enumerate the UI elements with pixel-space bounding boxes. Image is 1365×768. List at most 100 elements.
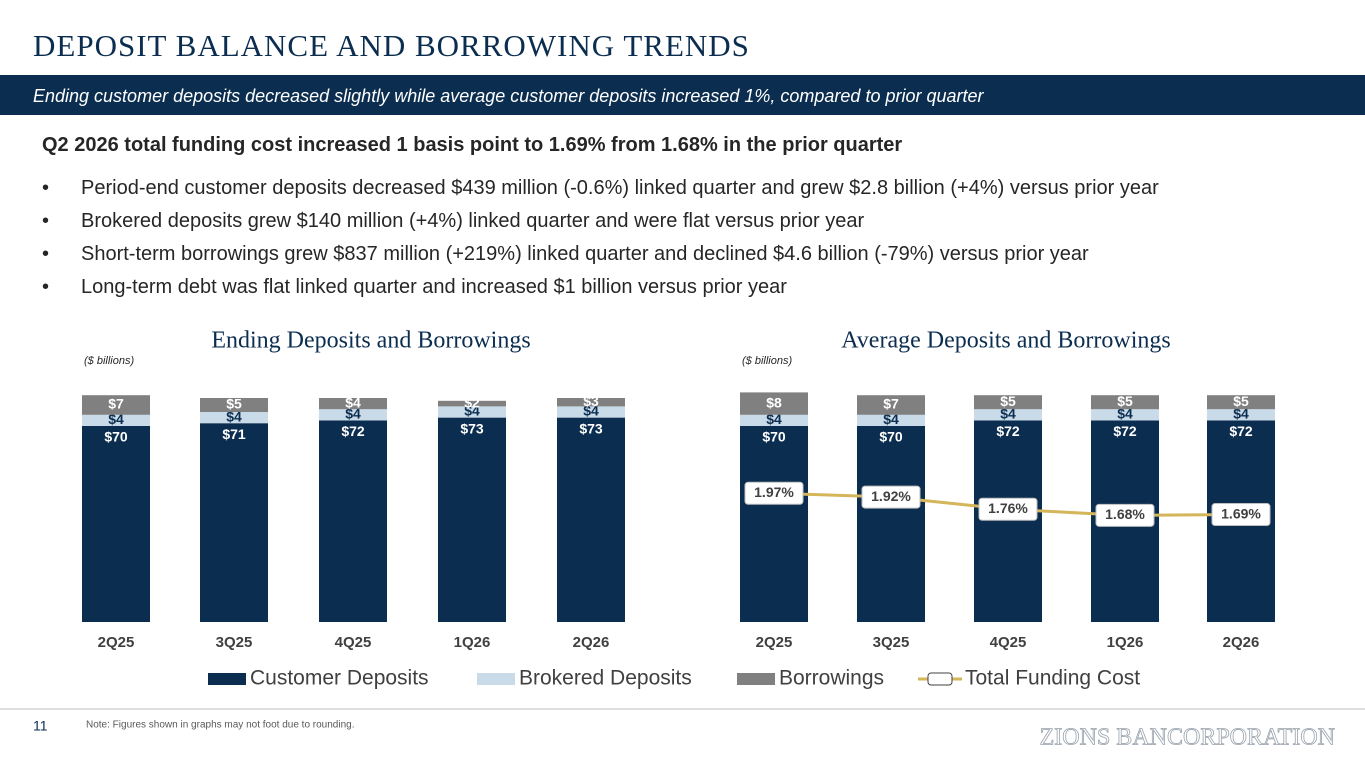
value-label: $70 [104,429,128,445]
bar-segment [1091,395,1159,410]
bar-segment [319,398,387,410]
legend-label: Borrowings [779,667,884,690]
bar-segment [740,414,808,426]
x-tick-label: 2Q25 [98,634,135,651]
value-label: $2 [464,394,480,410]
chart-title: Ending Deposits and Borrowings [211,328,530,354]
x-tick-label: 2Q25 [756,634,793,651]
x-tick-label: 2Q26 [573,634,610,651]
value-label: $3 [583,393,599,409]
label-box [744,481,804,505]
value-label: $72 [996,423,1020,439]
bar-segment [857,395,925,415]
value-label: $70 [879,429,903,445]
bullet-dot: • [42,210,50,232]
value-label: $72 [1229,423,1253,439]
unit-label: ($ billions) [84,355,134,367]
value-label: $5 [1000,393,1016,409]
value-label: $70 [762,429,786,445]
value-label: $4 [464,403,480,419]
value-label: $5 [226,396,242,412]
value-label: $73 [460,420,484,436]
value-label: $7 [108,396,124,412]
bar-segment [319,420,387,622]
value-label: $73 [579,420,603,436]
headline: Q2 2026 total funding cost increased 1 b… [42,134,903,156]
legend-swatch [737,673,775,685]
bar-segment [1207,395,1275,410]
legend-box [927,672,953,686]
bar-segment [200,423,268,622]
chart-title: Average Deposits and Borrowings [841,328,1170,354]
legend-swatch [208,673,246,685]
label-box [978,497,1038,521]
value-label: $7 [883,396,899,412]
bar-segment [200,398,268,412]
bar-segment [438,400,506,407]
bar-segment [557,417,625,622]
label-box [861,485,921,509]
value-label: $4 [345,394,361,410]
label-box [1095,503,1155,527]
subtitle: Ending customer deposits decreased sligh… [33,86,984,106]
x-tick-label: 3Q25 [873,634,910,651]
bar-segment [82,414,150,426]
bullet: Period-end customer deposits decreased $… [81,177,1159,199]
value-label: 1.92% [871,488,911,504]
page-number: 11 [33,718,48,734]
x-tick-label: 4Q25 [335,634,372,651]
bar-segment [438,406,506,418]
bullet-dot: • [42,276,50,298]
bullet: Short-term borrowings grew $837 million … [81,243,1089,265]
bar-segment [82,426,150,622]
bar-segment [82,395,150,415]
logo: ZIONS BANCORPORATION [1040,725,1335,751]
value-label: 1.68% [1105,506,1145,522]
bar-segment [857,426,925,622]
label-box [1211,503,1271,527]
unit-label: ($ billions) [742,355,792,367]
value-label: $72 [1113,423,1137,439]
x-tick-label: 3Q25 [216,634,253,651]
legend-label: Brokered Deposits [519,667,692,690]
value-label: $4 [345,406,361,422]
value-label: $4 [766,411,782,427]
bar-segment [319,409,387,421]
subtitle-band [0,75,1365,115]
slide-title: DEPOSIT BALANCE AND BORROWING TRENDS [33,28,750,63]
bar-segment [974,395,1042,410]
value-label: $4 [1000,406,1016,422]
footnote: Note: Figures shown in graphs may not fo… [86,720,355,731]
value-label: $5 [1117,393,1133,409]
bar-segment [1091,409,1159,421]
value-label: 1.76% [988,500,1028,516]
x-tick-label: 1Q26 [454,634,491,651]
value-label: $4 [1117,406,1133,422]
value-label: $4 [583,403,599,419]
value-label: $4 [1233,406,1249,422]
value-label: $5 [1233,393,1249,409]
value-label: 1.69% [1221,505,1261,521]
legend-swatch [477,673,515,685]
bar-segment [974,409,1042,421]
value-label: $72 [341,423,365,439]
value-label: $71 [222,426,246,442]
legend-label: Total Funding Cost [965,667,1140,690]
value-label: $4 [883,411,899,427]
bar-segment [857,414,925,426]
bar-segment [740,426,808,622]
value-label: $4 [108,411,124,427]
bullet: Long-term debt was flat linked quarter a… [81,276,787,298]
bar-segment [974,420,1042,622]
legend-label: Customer Deposits [250,667,429,690]
bullet-dot: • [42,177,50,199]
bar-segment [438,417,506,622]
value-label: $4 [226,408,242,424]
bullet: Brokered deposits grew $140 million (+4%… [81,210,865,232]
x-tick-label: 4Q25 [990,634,1027,651]
bullet-dot: • [42,243,50,265]
bar-segment [200,412,268,424]
bar-segment [557,398,625,407]
